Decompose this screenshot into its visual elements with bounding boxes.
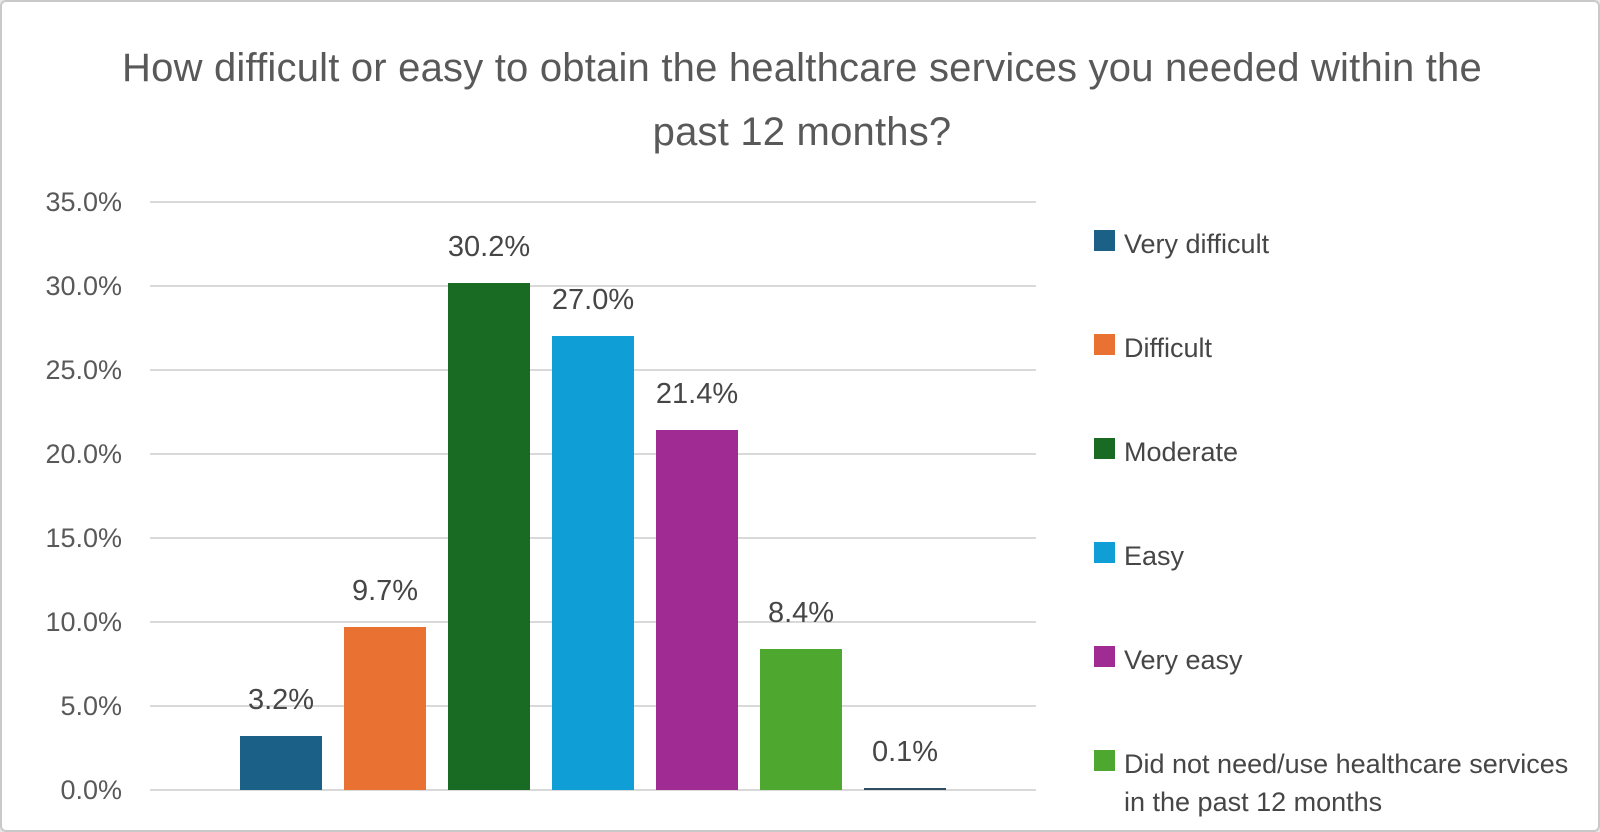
chart-title: How difficult or easy to obtain the heal… — [122, 46, 1482, 154]
bar-data-label: 8.4% — [767, 597, 835, 629]
y-axis-tick-label: 15.0% — [45, 523, 122, 553]
y-axis-tick-label: 5.0% — [60, 691, 122, 721]
legend-swatch-icon — [1094, 750, 1115, 771]
bar-data-label: 30.2% — [447, 231, 531, 263]
bar-unlabeled — [864, 788, 946, 790]
bar-data-label: 27.0% — [551, 284, 635, 316]
legend-swatch-icon — [1094, 542, 1115, 563]
bar-very-easy — [656, 430, 738, 790]
legend-item-very-easy: Very easy — [1094, 641, 1574, 679]
legend-item-easy: Easy — [1094, 537, 1574, 575]
bar-difficult — [344, 627, 426, 790]
legend-item-did-not-need-use-healthcare-services-in-the-past-12-months: Did not need/use healthcare services in … — [1094, 745, 1574, 821]
bar-did-not-need-use-healthcare-services-in-the-past-12-months — [760, 649, 842, 790]
legend-swatch-icon — [1094, 438, 1115, 459]
y-axis-tick-label: 30.0% — [45, 271, 122, 301]
gridline — [150, 201, 1036, 203]
legend-label: Very easy — [1124, 645, 1243, 675]
bar-data-label: 21.4% — [655, 378, 739, 410]
legend-label: Difficult — [1124, 333, 1213, 363]
y-axis-tick-label: 0.0% — [60, 775, 122, 805]
bar-data-label: 9.7% — [351, 575, 419, 607]
gridline — [150, 789, 1036, 791]
bar-data-label: 3.2% — [247, 684, 315, 716]
y-axis-tick-label: 35.0% — [45, 187, 122, 217]
legend-item-difficult: Difficult — [1094, 329, 1574, 367]
bar-easy — [552, 336, 634, 790]
y-axis-tick-label: 10.0% — [45, 607, 122, 637]
legend-label: Very difficult — [1124, 229, 1270, 259]
legend-label: Moderate — [1124, 437, 1239, 467]
y-axis-tick-label: 20.0% — [45, 439, 122, 469]
legend-item-very-difficult: Very difficult — [1094, 225, 1574, 263]
legend-swatch-icon — [1094, 646, 1115, 667]
bar-moderate — [448, 283, 530, 790]
gridline — [150, 285, 1036, 287]
legend-swatch-icon — [1094, 334, 1115, 355]
legend-label: Easy — [1124, 541, 1185, 571]
legend-item-moderate: Moderate — [1094, 433, 1574, 471]
y-axis-tick-label: 25.0% — [45, 355, 122, 385]
bar-data-label: 0.1% — [871, 736, 939, 768]
bar-very-difficult — [240, 736, 322, 790]
legend-label: Did not need/use healthcare services in … — [1124, 749, 1569, 817]
legend-swatch-icon — [1094, 230, 1115, 251]
